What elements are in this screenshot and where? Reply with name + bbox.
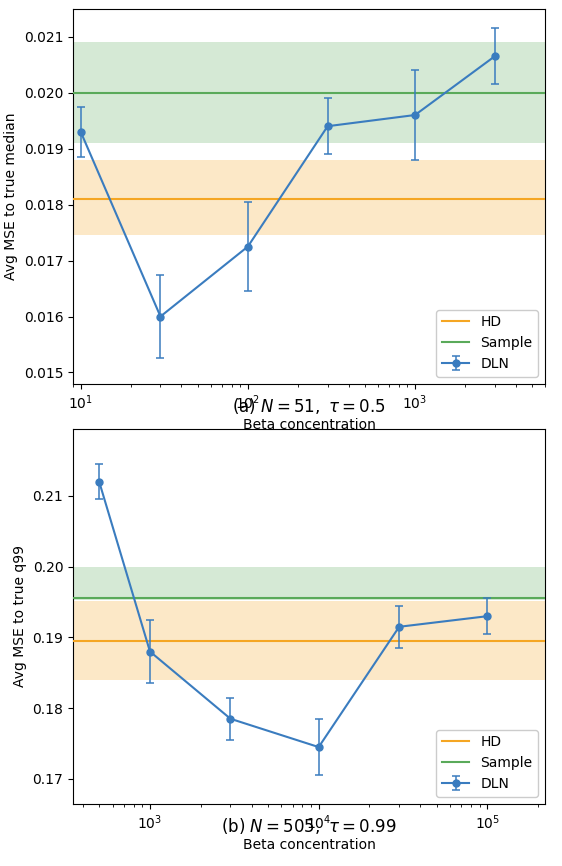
X-axis label: Beta concentration: Beta concentration	[243, 837, 375, 851]
X-axis label: Beta concentration: Beta concentration	[243, 417, 375, 431]
Bar	[73, 42, 545, 143]
Bar	[73, 601, 545, 680]
Text: (b) $N = 505,\ \tau = 0.99$: (b) $N = 505,\ \tau = 0.99$	[221, 816, 397, 837]
Text: (a) $N = 51,\ \tau = 0.5$: (a) $N = 51,\ \tau = 0.5$	[232, 396, 386, 417]
Y-axis label: Avg MSE to true q99: Avg MSE to true q99	[13, 546, 27, 688]
Y-axis label: Avg MSE to true median: Avg MSE to true median	[4, 113, 18, 280]
Legend: HD, Sample, DLN: HD, Sample, DLN	[436, 730, 538, 797]
Bar	[73, 160, 545, 236]
Bar	[73, 566, 545, 600]
Legend: HD, Sample, DLN: HD, Sample, DLN	[436, 310, 538, 377]
